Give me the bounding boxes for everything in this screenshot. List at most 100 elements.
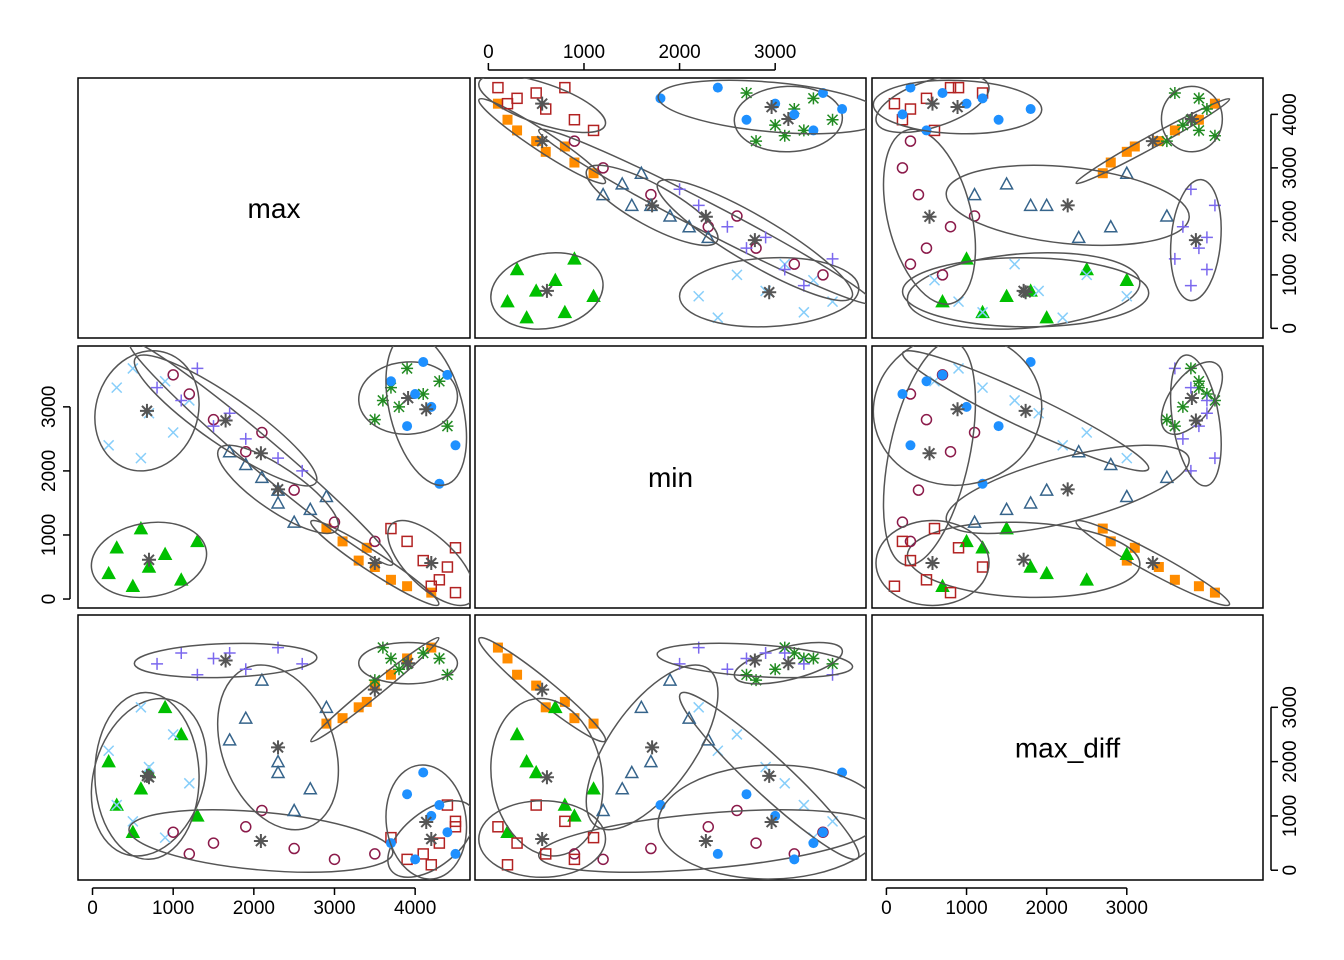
point (1121, 146, 1132, 157)
point (1153, 562, 1164, 573)
point (319, 488, 334, 503)
point (921, 376, 932, 387)
cluster-center (539, 770, 554, 785)
point (999, 521, 1014, 535)
cluster-ellipse (357, 361, 459, 435)
panel-frame (77, 614, 471, 881)
cluster-ellipse (875, 519, 990, 607)
point (904, 103, 917, 115)
point (896, 535, 909, 548)
cluster-ellipse (882, 128, 977, 305)
point (1160, 135, 1173, 148)
point (173, 726, 189, 741)
point (103, 439, 115, 451)
point (500, 294, 515, 308)
cluster-center (764, 100, 779, 115)
point (731, 728, 743, 740)
point (385, 376, 396, 387)
point (586, 288, 601, 303)
point (183, 388, 196, 400)
point (127, 815, 139, 827)
cluster-center (1018, 403, 1033, 418)
cluster-ellipse (90, 521, 208, 599)
x-tick-label: 3000 (754, 42, 796, 63)
point (587, 831, 600, 844)
point (441, 668, 454, 681)
point (511, 92, 523, 105)
variable-label: max (248, 193, 301, 224)
point (977, 382, 989, 394)
point (1081, 426, 1093, 439)
point (1119, 272, 1135, 286)
cluster-center (419, 402, 434, 417)
panel-frame (474, 345, 867, 609)
point (256, 804, 268, 817)
point (778, 647, 791, 660)
cluster-center (271, 740, 286, 755)
point (337, 713, 348, 724)
cluster-center (218, 413, 233, 428)
point (1176, 220, 1189, 233)
point (634, 699, 649, 714)
point (111, 382, 123, 394)
point (288, 484, 300, 496)
cluster-center (1145, 134, 1160, 149)
point (286, 802, 302, 817)
point (1168, 86, 1181, 99)
point (1039, 310, 1054, 324)
cluster-ellipse (357, 641, 459, 685)
point (240, 821, 252, 833)
variable-label: max_diff (1015, 733, 1121, 764)
cluster-center (141, 552, 156, 567)
x-tick-label: 0 (881, 898, 892, 919)
point (492, 821, 504, 833)
point (1184, 381, 1197, 394)
cluster-ellipse (133, 642, 318, 679)
point (912, 484, 925, 496)
point (1184, 279, 1197, 292)
cluster-center (253, 446, 268, 461)
point (449, 542, 462, 554)
point (175, 647, 188, 660)
point (519, 310, 534, 324)
point (750, 674, 763, 687)
point (385, 574, 396, 585)
cluster-center (424, 832, 439, 847)
cluster-center (367, 682, 382, 697)
point (418, 767, 429, 778)
point (222, 444, 237, 458)
point (393, 400, 406, 413)
point (450, 440, 461, 451)
point (741, 789, 752, 800)
point (135, 701, 147, 713)
point (1169, 125, 1180, 136)
panel (478, 78, 866, 330)
cluster-ellipse (478, 97, 607, 185)
point (1200, 231, 1213, 244)
point (1039, 482, 1054, 496)
point (888, 97, 901, 110)
point (512, 125, 523, 136)
point (175, 394, 188, 407)
cluster-ellipse (94, 691, 200, 861)
cluster-center (698, 834, 713, 849)
cluster-ellipse (128, 809, 394, 873)
point (588, 168, 599, 179)
cluster-center (1016, 552, 1031, 567)
point (353, 702, 364, 713)
point (1208, 129, 1221, 142)
cluster-ellipse (387, 799, 470, 879)
cluster-center (535, 832, 550, 847)
point (1159, 469, 1175, 484)
cluster-center (762, 285, 777, 300)
panel (872, 346, 1231, 607)
cluster-center (535, 134, 550, 149)
point (741, 114, 752, 125)
point (528, 764, 544, 779)
point (101, 754, 116, 768)
point (492, 81, 504, 94)
point (769, 119, 782, 132)
point (928, 522, 941, 535)
point (509, 261, 525, 276)
point (798, 306, 810, 318)
